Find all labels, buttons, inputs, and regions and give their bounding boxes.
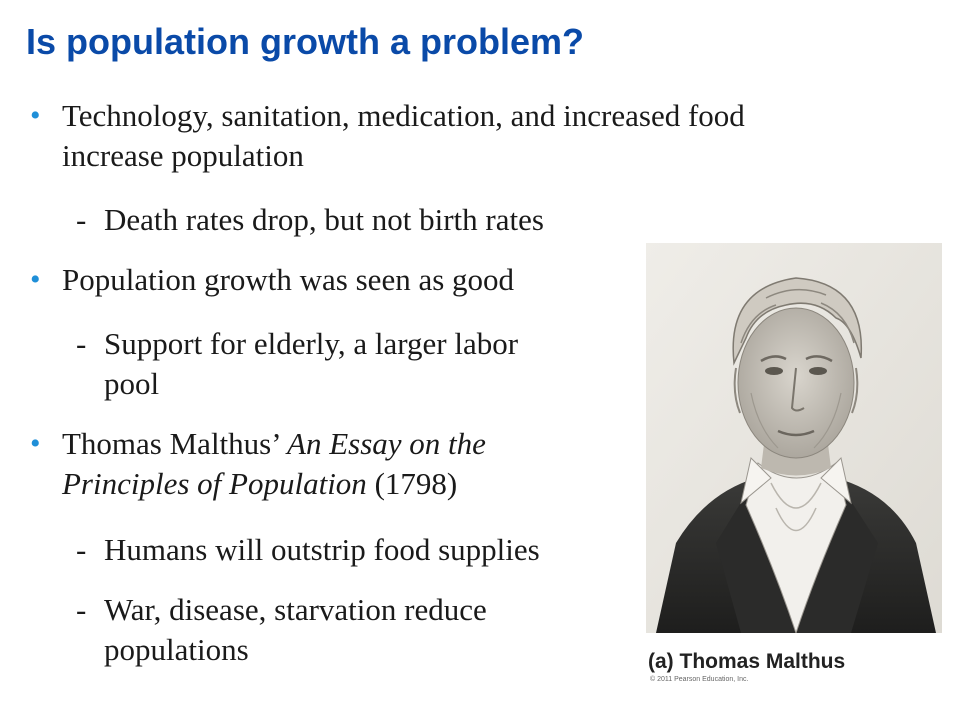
sub-bullet-text-line: Support for elderly, a larger labor xyxy=(104,326,519,361)
bullet-marker: • xyxy=(30,99,41,132)
book-title-italic: Principles of Population xyxy=(62,466,367,501)
sub-bullet-text-line: Humans will outstrip food supplies xyxy=(104,532,540,567)
sub-bullet-text-line: War, disease, starvation reduce xyxy=(104,592,487,627)
bullet-text-line: Technology, sanitation, medication, and … xyxy=(62,98,745,133)
sub-bullet-marker: - xyxy=(76,592,87,627)
sub-bullet-marker: - xyxy=(76,532,87,567)
bullet-item: • Thomas Malthus’ An Essay on the Princi… xyxy=(30,424,622,504)
bullet-marker: • xyxy=(30,427,41,460)
bullet-item: • Technology, sanitation, medication, an… xyxy=(30,96,882,176)
bullet-text-plain: (1798) xyxy=(366,466,458,501)
sub-bullet-text-line: Death rates drop, but not birth rates xyxy=(104,202,544,237)
portrait-engraving-icon xyxy=(646,243,942,635)
bullet-text-line: Principles of Population (1798) xyxy=(62,464,622,504)
slide-title: Is population growth a problem? xyxy=(26,21,584,62)
sub-bullet-text-line: pool xyxy=(104,366,160,401)
sub-bullet-item: - War, disease, starvation reduce popula… xyxy=(76,590,584,670)
sub-bullet-marker: - xyxy=(76,326,87,361)
sub-bullet-item: - Humans will outstrip food supplies xyxy=(76,530,664,570)
bullet-marker: • xyxy=(30,263,41,296)
sub-bullet-item: - Death rates drop, but not birth rates xyxy=(76,200,664,240)
bullet-text-plain: Thomas Malthus’ xyxy=(62,426,288,461)
sub-bullet-text-line: populations xyxy=(104,632,249,667)
bullet-text-line: Population growth was seen as good xyxy=(62,262,515,297)
book-title-italic: An Essay on the xyxy=(287,426,486,461)
figure-copyright: © 2011 Pearson Education, Inc. xyxy=(650,676,749,683)
bullet-text-line: increase population xyxy=(62,138,304,173)
figure-caption: (a) Thomas Malthus xyxy=(648,650,846,673)
bullet-item: • Population growth was seen as good xyxy=(30,260,642,300)
bullet-text-line: Thomas Malthus’ An Essay on the xyxy=(62,424,622,464)
sub-bullet-marker: - xyxy=(76,202,87,237)
portrait-image xyxy=(646,243,942,635)
sub-bullet-item: - Support for elderly, a larger labor po… xyxy=(76,324,624,404)
